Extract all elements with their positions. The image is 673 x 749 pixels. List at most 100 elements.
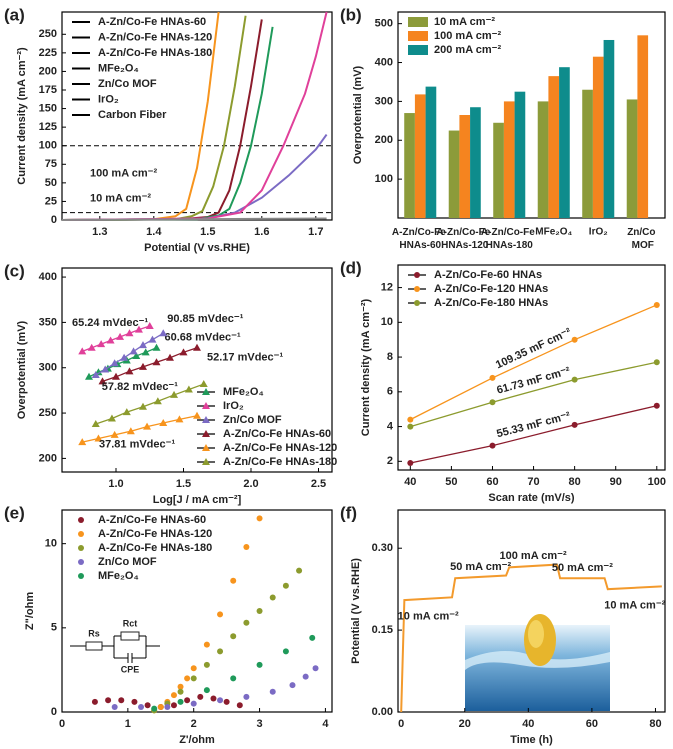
marker — [107, 414, 116, 422]
marker — [256, 608, 263, 614]
annotation: 100 mA cm⁻² — [500, 550, 567, 562]
marker — [217, 648, 224, 655]
legend-label: A-Zn/Co-Fe HNAs-60 — [223, 428, 331, 440]
x-tick-label: 50 — [445, 476, 457, 488]
legend-label: MFe₂O₄ — [98, 570, 139, 582]
legend-label: Carbon Fiber — [98, 109, 167, 121]
y-tick-label: 350 — [39, 316, 57, 328]
legend-label: A-Zn/Co-Fe-180 HNAs — [434, 297, 548, 309]
marker — [269, 594, 276, 601]
marker — [282, 582, 289, 589]
annotation: 50 mA cm⁻² — [450, 561, 511, 573]
annotation: 90.85 mVdec⁻¹ — [167, 313, 243, 325]
marker — [230, 633, 237, 640]
marker — [131, 698, 138, 705]
marker — [302, 673, 309, 680]
annotation: 50 mA cm⁻² — [552, 562, 613, 574]
y-tick-label: 10 — [381, 316, 393, 328]
marker — [179, 348, 188, 356]
legend-label: Zn/Co MOF — [98, 78, 157, 90]
legend-label: A-Zn/Co-Fe HNAs-180 — [98, 542, 212, 554]
legend-label: MFe₂O₄ — [98, 62, 139, 74]
panel-label: (c) — [4, 261, 25, 280]
annotation: 57.82 mVdec⁻¹ — [102, 381, 178, 393]
y-tick-label: 100 — [39, 140, 57, 152]
y-axis-label: Overpotential (mV) — [352, 65, 364, 164]
marker — [125, 329, 134, 337]
label-line: HNAs-180 — [486, 240, 534, 251]
y-tick-label: 4 — [387, 420, 394, 432]
legend-swatch — [408, 17, 428, 27]
legend-label: Zn/Co MOF — [223, 414, 282, 426]
marker — [289, 682, 296, 689]
annotation: 60.68 mVdec⁻¹ — [165, 332, 241, 344]
marker — [407, 460, 414, 467]
marker — [170, 702, 177, 709]
marker — [414, 300, 420, 306]
marker — [148, 335, 157, 343]
marker — [145, 322, 154, 330]
bar — [448, 130, 460, 218]
legend-label: IrO₂ — [223, 400, 244, 412]
marker — [129, 347, 138, 355]
bar — [626, 99, 638, 218]
marker — [78, 559, 84, 565]
marker — [203, 661, 210, 668]
bar — [637, 35, 649, 218]
marker — [116, 332, 125, 340]
y-tick-label: 8 — [387, 351, 393, 363]
x-tick-label: 1.7 — [308, 226, 323, 238]
y-tick-label: 400 — [39, 271, 57, 283]
marker — [653, 402, 660, 409]
marker — [78, 545, 84, 551]
panel-label: (f) — [340, 503, 357, 522]
marker — [78, 438, 87, 446]
y-tick-label: 250 — [39, 28, 57, 40]
bar — [425, 86, 437, 219]
x-tick-label: 100 — [648, 476, 666, 488]
photo-inset — [465, 614, 610, 711]
y-tick-label: 300 — [375, 95, 393, 107]
marker — [203, 687, 210, 694]
marker — [132, 351, 141, 359]
x-tick-label: 20 — [459, 718, 471, 730]
marker — [202, 444, 210, 451]
marker — [91, 370, 100, 378]
x-tick-label: 0 — [398, 718, 404, 730]
marker — [164, 703, 171, 710]
marker — [152, 358, 161, 366]
marker — [138, 703, 145, 710]
annotation: 37.81 mVdec⁻¹ — [99, 439, 175, 451]
legend-label: A-Zn/Co-Fe HNAs-120 — [98, 528, 212, 540]
panel-label: (d) — [340, 258, 362, 277]
marker — [139, 341, 147, 349]
marker — [110, 430, 119, 438]
marker — [489, 442, 496, 449]
marker — [256, 515, 263, 522]
reference-label: 10 mA cm⁻² — [90, 192, 151, 204]
x-tick-label: MFe₂O₄ — [535, 227, 572, 238]
y-axis-label: Potential (V vs.RHE) — [350, 558, 362, 664]
bar — [592, 56, 604, 218]
marker — [210, 695, 217, 702]
line — [400, 563, 662, 713]
label-line: HNAs-120 — [441, 240, 489, 251]
x-tick-label: A-Zn/Co-Fe HNAs-60 — [392, 227, 449, 251]
marker — [125, 367, 134, 375]
fit-line — [82, 415, 198, 443]
marker — [111, 703, 118, 710]
plot-frame — [397, 11, 666, 219]
x-tick-label: 60 — [586, 718, 598, 730]
panel-label: (e) — [4, 503, 25, 522]
x-tick-label: 1.4 — [146, 226, 162, 238]
circuit-label: Rct — [123, 618, 138, 628]
y-tick-label: 125 — [39, 121, 57, 133]
annotation: 52.17 mVdec⁻¹ — [207, 352, 283, 364]
marker — [236, 702, 243, 709]
marker — [78, 347, 87, 355]
x-tick-label: A-Zn/Co-Fe HNAs-180 — [481, 227, 538, 251]
marker — [407, 423, 414, 430]
y-tick-label: 175 — [39, 84, 57, 96]
fit-line — [410, 405, 657, 464]
x-tick-label: 90 — [610, 476, 622, 488]
